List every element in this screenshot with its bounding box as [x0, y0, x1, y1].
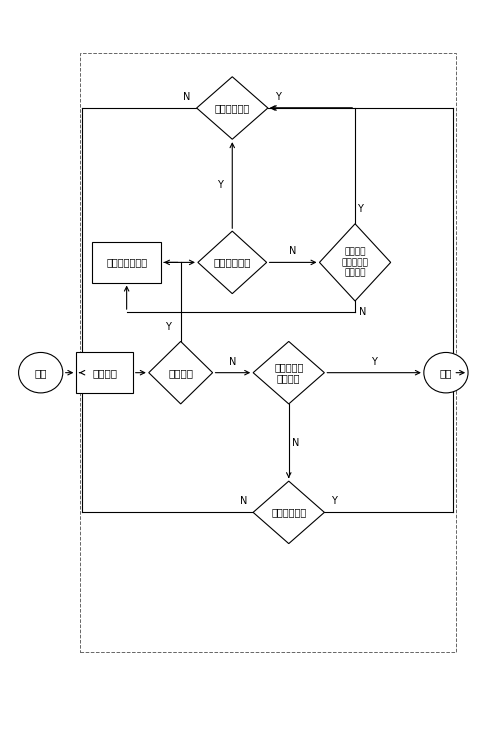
Text: Y: Y: [331, 497, 337, 506]
Text: N: N: [183, 92, 191, 102]
Polygon shape: [197, 77, 268, 139]
Polygon shape: [320, 224, 391, 301]
Polygon shape: [253, 342, 325, 404]
Text: Y: Y: [217, 180, 223, 190]
Polygon shape: [149, 342, 212, 404]
Text: N: N: [292, 438, 300, 447]
Text: 超过动态
粒子群算法
时间限制: 超过动态 粒子群算法 时间限制: [342, 247, 369, 277]
Text: 确定目标位置: 确定目标位置: [213, 258, 251, 267]
Ellipse shape: [19, 353, 63, 393]
Text: 总的搜索完成: 总的搜索完成: [271, 507, 306, 517]
Text: Y: Y: [275, 92, 281, 102]
Text: 超过总的的
时间限制: 超过总的的 时间限制: [274, 362, 303, 384]
Bar: [80, 53, 456, 652]
Text: 结束: 结束: [440, 368, 452, 378]
Text: 总的搜索完成: 总的搜索完成: [214, 103, 250, 113]
Bar: [92, 242, 161, 283]
Polygon shape: [198, 231, 267, 294]
Text: 动态粒子群搜索: 动态粒子群搜索: [106, 258, 147, 267]
Text: 开始: 开始: [35, 368, 47, 378]
Text: 随机搜索: 随机搜索: [92, 368, 117, 378]
Polygon shape: [253, 481, 325, 544]
Bar: [76, 353, 133, 393]
Text: Y: Y: [357, 204, 363, 214]
Text: N: N: [240, 497, 247, 506]
Text: 发现目标: 发现目标: [168, 368, 193, 378]
Text: N: N: [289, 246, 297, 256]
Text: N: N: [359, 307, 366, 317]
Text: N: N: [229, 356, 237, 367]
Text: Y: Y: [371, 356, 377, 367]
Ellipse shape: [424, 353, 468, 393]
Text: Y: Y: [165, 322, 171, 331]
